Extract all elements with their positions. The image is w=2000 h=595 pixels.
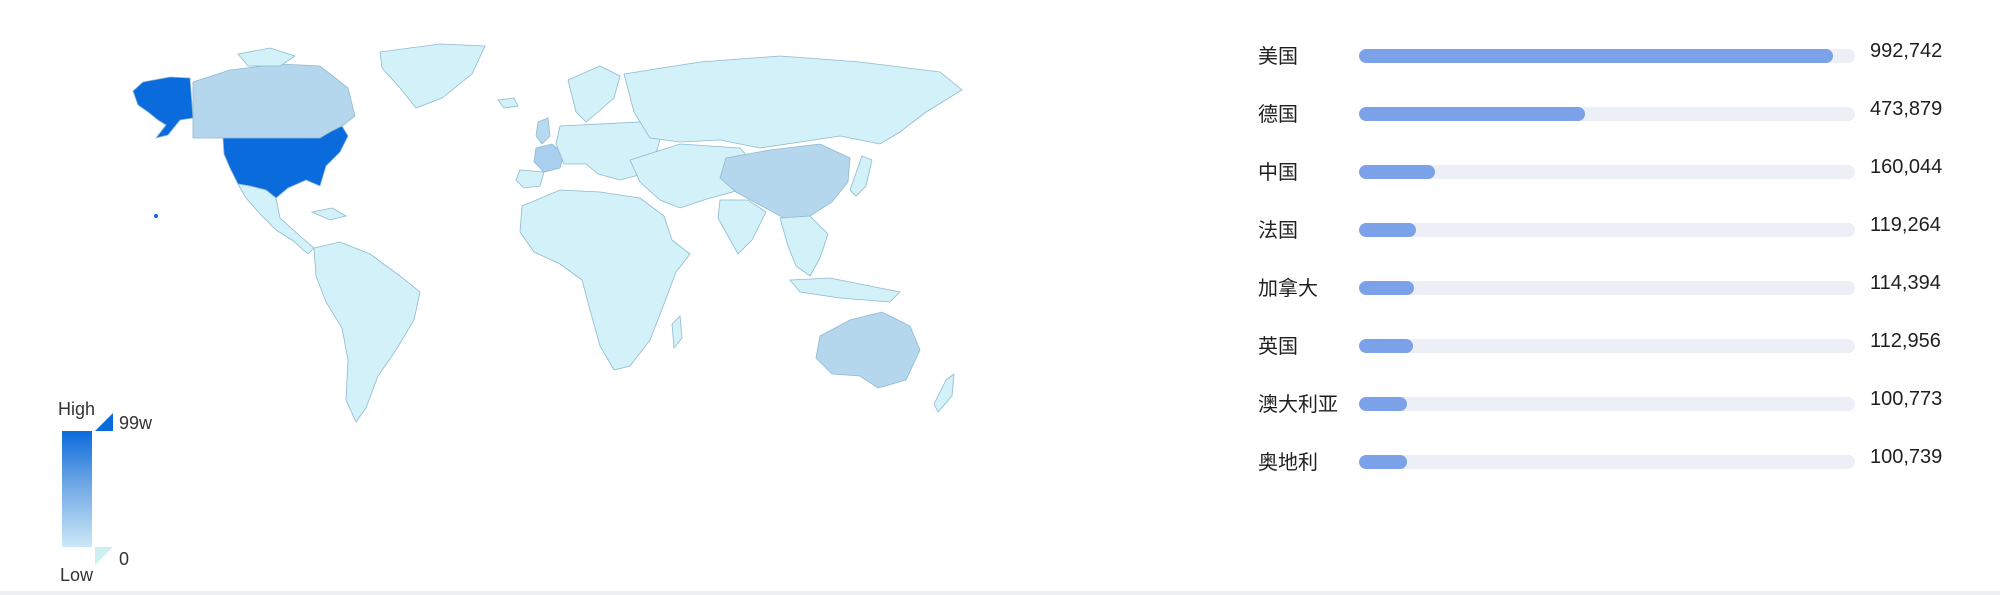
map-region-uk[interactable] — [535, 117, 551, 145]
rank-bar-track — [1359, 281, 1855, 295]
rank-bar-fill — [1359, 223, 1416, 237]
map-region-new-zealand[interactable] — [933, 373, 955, 413]
rank-country-name: 中国 — [1258, 162, 1298, 184]
rank-value: 160,044 — [1870, 156, 1943, 178]
map-legend: High 99w 0 Low — [55, 395, 205, 590]
rank-value: 992,742 — [1870, 40, 1943, 62]
rank-bar-track — [1359, 339, 1855, 353]
map-region-madagascar[interactable] — [671, 315, 683, 350]
map-region-russia[interactable] — [623, 55, 963, 149]
map-region-india[interactable] — [717, 199, 767, 255]
rank-country-name: 加拿大 — [1258, 278, 1318, 300]
rank-bar-track — [1359, 165, 1855, 179]
rank-bar-fill — [1359, 165, 1436, 179]
map-region-japan[interactable] — [849, 155, 873, 197]
rank-row: 英国 112,956 — [1258, 320, 1978, 378]
legend-min-label: 0 — [119, 549, 130, 569]
legend-color-scale[interactable] — [62, 431, 92, 547]
rank-bar-fill — [1359, 49, 1833, 63]
rank-row: 美国 992,742 — [1258, 30, 1978, 88]
map-region-china[interactable] — [719, 143, 851, 219]
map-region-france[interactable] — [533, 143, 565, 173]
rank-value: 112,956 — [1870, 330, 1941, 352]
world-map — [132, 43, 963, 423]
rank-bar-fill — [1359, 339, 1413, 353]
map-region-arctic-islands[interactable] — [237, 47, 296, 67]
map-region-indonesia[interactable] — [789, 277, 901, 303]
rank-bar-track — [1359, 107, 1855, 121]
rank-bar-fill — [1359, 107, 1586, 121]
map-region-south-america[interactable] — [313, 241, 421, 423]
rank-value: 114,394 — [1870, 272, 1941, 294]
rank-row: 加拿大 114,394 — [1258, 262, 1978, 320]
map-region-iceland[interactable] — [497, 97, 519, 109]
rank-row: 中国 160,044 — [1258, 146, 1978, 204]
rank-bar-fill — [1359, 397, 1408, 411]
rank-country-name: 澳大利亚 — [1258, 394, 1338, 416]
map-region-caribbean[interactable] — [310, 207, 348, 221]
country-ranking-list: 美国 992,742 德国 473,879 中国 160,044 法国 119,… — [1258, 30, 1978, 494]
rank-bar-fill — [1359, 455, 1408, 469]
rank-country-name: 英国 — [1258, 336, 1298, 358]
rank-value: 100,739 — [1870, 446, 1943, 468]
rank-row: 德国 473,879 — [1258, 88, 1978, 146]
legend-max-label: 99w — [119, 413, 153, 433]
rank-value: 119,264 — [1870, 214, 1941, 236]
rank-value: 473,879 — [1870, 98, 1943, 120]
rank-bar-track — [1359, 223, 1855, 237]
map-region-australia[interactable] — [815, 311, 921, 389]
bottom-divider — [0, 591, 2000, 595]
map-region-africa[interactable] — [519, 189, 691, 371]
rank-bar-fill — [1359, 281, 1414, 295]
rank-value: 100,773 — [1870, 388, 1943, 410]
rank-row: 奥地利 100,739 — [1258, 436, 1978, 494]
rank-bar-track — [1359, 49, 1855, 63]
map-region-southeast-asia[interactable] — [779, 215, 829, 277]
rank-country-name: 法国 — [1258, 220, 1298, 242]
rank-country-name: 美国 — [1258, 46, 1298, 68]
legend-min-handle[interactable] — [95, 547, 113, 565]
map-region-spain[interactable] — [515, 169, 545, 189]
rank-row: 澳大利亚 100,773 — [1258, 378, 1978, 436]
rank-bar-track — [1359, 397, 1855, 411]
rank-country-name: 奥地利 — [1258, 452, 1318, 474]
map-region-alaska[interactable] — [132, 76, 194, 139]
legend-max-handle[interactable] — [95, 413, 113, 431]
map-region-hawaii[interactable] — [154, 214, 158, 218]
legend-low-label: Low — [60, 565, 94, 585]
rank-row: 法国 119,264 — [1258, 204, 1978, 262]
map-panel: High 99w 0 Low — [55, 43, 963, 590]
map-region-canada[interactable] — [192, 63, 356, 141]
rank-country-name: 德国 — [1258, 104, 1298, 126]
map-region-scandinavia[interactable] — [567, 65, 621, 123]
map-region-greenland[interactable] — [379, 43, 486, 109]
map-region-usa[interactable] — [222, 125, 349, 199]
legend-high-label: High — [58, 399, 96, 419]
rank-bar-track — [1359, 455, 1855, 469]
